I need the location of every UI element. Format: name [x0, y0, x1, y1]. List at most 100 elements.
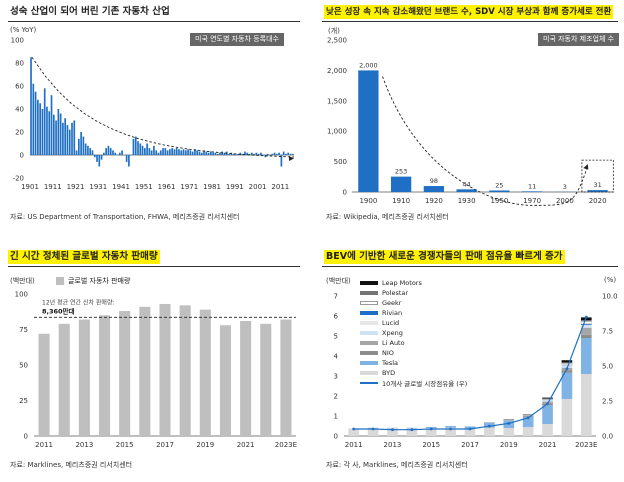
y-tick-label: 1,500	[327, 97, 347, 105]
legend-label: Geekr	[382, 299, 402, 307]
trend-arrowhead	[289, 155, 294, 161]
panel3-source: 자료: Marklines, 메리츠증권 리서치센터	[10, 461, 133, 469]
trend-line	[31, 57, 295, 158]
bar	[240, 320, 252, 436]
x-tick-label: 2020	[589, 197, 607, 205]
bar	[205, 151, 208, 155]
x-tick-label: 2023E	[575, 441, 597, 449]
stack-segment-tesla	[406, 427, 418, 429]
y-tick-label-left: 3	[334, 373, 338, 381]
bar	[82, 136, 85, 155]
legend-item-tesla: Tesla	[360, 358, 467, 368]
x-tick-label: 2023E	[275, 441, 297, 449]
bar	[587, 190, 608, 192]
stack-segment-polestar	[542, 398, 553, 399]
y-tick-label-left: 4	[334, 353, 339, 361]
x-tick-label: 1900	[359, 197, 377, 205]
bar	[280, 155, 283, 167]
bar	[257, 153, 260, 155]
bar	[143, 148, 146, 155]
bar	[50, 95, 53, 155]
y-tick-label-right: 7.5	[602, 328, 613, 336]
bar	[48, 111, 51, 155]
x-tick-label: 2019	[500, 441, 518, 449]
y-tick-label-right: 10.0	[602, 293, 618, 301]
bar	[390, 176, 412, 192]
legend-swatch	[360, 301, 378, 305]
bar	[96, 155, 98, 162]
annotation-line2: 8,360만대	[42, 306, 75, 315]
x-tick-label: 1951	[135, 183, 153, 191]
y-tick-label: 50	[19, 362, 28, 370]
bar	[109, 148, 112, 155]
y-tick-label-left: 2	[334, 393, 338, 401]
data-label: 3	[563, 183, 567, 191]
y-tick-label-left: 5	[334, 333, 338, 341]
y-tick-label-right: 0.0	[602, 433, 613, 441]
bar	[180, 150, 183, 155]
y-tick-label: 0	[343, 189, 347, 197]
bar	[71, 122, 73, 155]
panel3-title: 긴 시간 정체된 글로벌 자동차 판매량	[8, 250, 160, 264]
bar	[282, 151, 285, 155]
x-tick-label: 2001	[249, 183, 267, 191]
x-tick-label: 1910	[392, 197, 410, 205]
legend-label: Lucid	[382, 319, 400, 327]
panel2-unit: (개)	[328, 27, 340, 35]
bar	[77, 138, 80, 155]
stack-segment-rivian	[580, 323, 592, 325]
panel-new-ev-competitors: BEV에 기반한 새로운 경쟁자들의 판매 점유율 빠르게 증가 (백만대) (…	[314, 244, 624, 482]
y-tick-label: 25	[19, 397, 28, 405]
bar	[189, 150, 192, 155]
bar	[273, 152, 276, 155]
data-label: 98	[430, 177, 438, 185]
bar	[39, 103, 41, 155]
legend-swatch	[360, 341, 378, 345]
y-tick-label: 0	[20, 152, 24, 160]
bar	[137, 141, 139, 155]
bar	[84, 143, 87, 155]
stack-segment-byd	[387, 428, 398, 436]
bar	[155, 150, 158, 155]
legend-item-rivian: Rivian	[360, 308, 467, 318]
y-tick-label-left: 6	[334, 313, 339, 321]
bar	[212, 152, 214, 155]
bar	[260, 152, 262, 155]
x-tick-label: 1970	[523, 197, 541, 205]
share-point	[468, 427, 472, 431]
x-tick-label: 2021	[539, 441, 557, 449]
stack-segment-byd	[484, 427, 495, 436]
bar	[456, 189, 477, 192]
stack-segment-byd	[406, 428, 418, 436]
y-tick-label: 20	[15, 129, 24, 137]
bar	[93, 155, 96, 158]
legend-swatch	[360, 351, 378, 355]
data-label: 31	[593, 181, 601, 189]
bar	[89, 148, 92, 155]
legend-item-byd: BYD	[360, 368, 467, 378]
bar	[62, 122, 64, 155]
bar	[114, 152, 117, 155]
legend-item-xpeng: Xpeng	[360, 328, 467, 338]
stack-segment-xpeng	[522, 415, 534, 416]
panel-us-manufacturers: 낮은 성장 속 지속 감소해왔던 브랜드 수, SDV 시장 부상과 함께 증가…	[314, 0, 624, 240]
legend-swatch	[360, 281, 378, 285]
bar	[118, 152, 121, 155]
bar	[200, 152, 203, 155]
legend-item-polestar: Polestar	[360, 288, 467, 298]
x-tick-label: 2011	[35, 441, 53, 449]
global-sales-chart: 0 25 50 75 100 2011 2013 2015 2017 2019 2021 2023E 1…	[15, 291, 297, 450]
bar	[103, 152, 105, 155]
stack-segment-leap-motors	[580, 317, 592, 321]
x-tick-label: 2017	[156, 441, 174, 449]
y-tick-label-right: 2.5	[602, 398, 613, 406]
bar	[358, 70, 379, 192]
bar	[91, 150, 94, 155]
bar	[275, 153, 278, 155]
bar	[280, 319, 292, 436]
bar	[248, 153, 251, 155]
stack-segment-polestar	[580, 320, 592, 322]
x-tick-label: 1971	[180, 183, 198, 191]
bar	[146, 143, 148, 155]
y-tick-label: 40	[15, 106, 24, 114]
